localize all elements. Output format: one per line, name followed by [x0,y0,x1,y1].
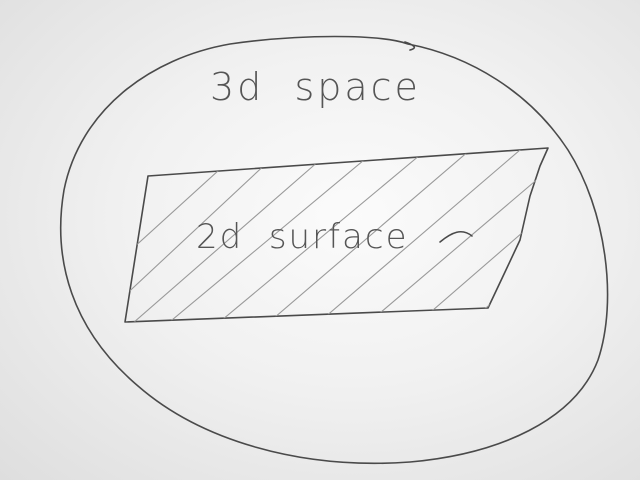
inner-region-label: 2d surface [196,217,409,257]
surface-flourish [439,230,473,243]
outer-ellipse [59,35,609,465]
outer-region-label: 3d space [210,65,421,109]
surface-outline [124,147,549,323]
